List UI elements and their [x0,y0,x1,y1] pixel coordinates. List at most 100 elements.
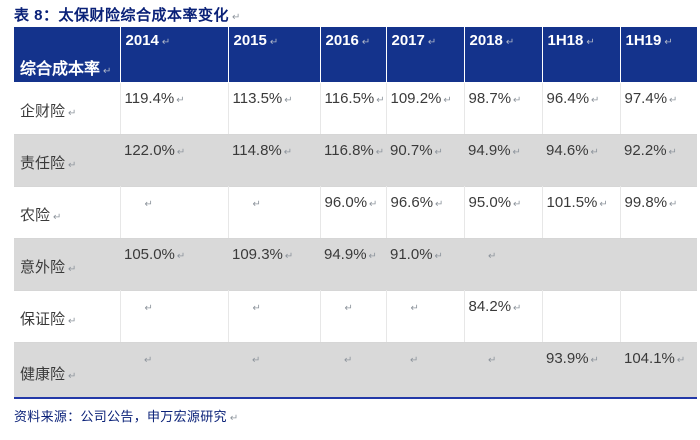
value-cell-2014: ↵ [120,342,228,399]
paragraph-mark-icon: ↵ [410,354,419,366]
paragraph-mark-icon: ↵ [599,198,608,210]
table-row-保证险: 保证险 ↵ ↵ ↵ ↵ ↵ 84.2% ↵ [14,289,697,343]
paragraph-mark-icon: ↵ [252,354,261,366]
source-note-text: 资料来源：公司公告，申万宏源研究 [14,409,227,424]
paragraph-mark-icon: ↵ [513,198,522,210]
combined-ratio-table: 综合成本率 ↵ 2014 ↵ 2015 ↵ 2016 ↵ 2017 ↵ 2018 ↵ 1H18 ↵ 1H19… [14,27,697,399]
table-title-text: 表 8：太保财险综合成本率变化 [14,7,230,24]
ratio-value: 94.6% [546,141,589,159]
paragraph-mark-icon: ↵ [283,146,293,158]
paragraph-mark-icon: ↵ [176,94,185,106]
paragraph-mark-icon: ↵ [513,94,522,106]
paragraph-mark-icon: ↵ [68,107,77,119]
table-row-健康险: 健康险 ↵ ↵ ↵ ↵ ↵ ↵ 93.9% ↵ 104.1% ↵ [14,342,697,399]
paragraph-mark-icon: ↵ [368,250,377,262]
value-cell-1H18: 96.4% ↵ [542,81,621,135]
value-cell-2014: ↵ [120,185,229,239]
header-cell-1h18: 1H18 ↵ [542,27,621,83]
ratio-value: 94.9% [324,245,367,263]
row-label-cell: 企财险 ↵ [14,81,121,135]
paragraph-mark-icon: ↵ [144,354,153,366]
paragraph-mark-icon: ↵ [427,37,437,48]
paragraph-mark-icon: ↵ [669,94,678,106]
paragraph-mark-icon: ↵ [375,146,385,158]
paragraph-mark-icon: ↵ [68,159,77,171]
paragraph-mark-icon: ↵ [53,211,62,223]
header-label: 2014 [125,32,159,49]
header-label: 2016 [325,32,359,49]
paragraph-mark-icon: ↵ [161,37,171,48]
paragraph-mark-icon: ↵ [369,198,378,210]
paragraph-mark-icon: ↵ [505,37,515,48]
paragraph-mark-icon: ↵ [488,250,497,262]
ratio-value: 116.8% [324,141,374,159]
value-cell-2017: 91.0% ↵ [386,238,464,290]
value-cell-2015: 109.3% ↵ [228,238,320,290]
row-label-cell: 责任险 ↵ [14,134,120,186]
value-cell-2014: ↵ [120,289,229,343]
header-cell-2016: 2016 ↵ [320,27,387,83]
paragraph-mark-icon: ↵ [435,198,444,210]
value-cell-1H19: 97.4% ↵ [620,81,697,135]
ratio-value: 114.8% [232,141,282,159]
value-cell-2016: 94.9% ↵ [320,238,386,290]
value-cell-1H18 [542,289,621,343]
value-cell-2015: ↵ [228,289,321,343]
table-row-农险: 农险 ↵ ↵ ↵ 96.0% ↵ 96.6% ↵ 95.0% ↵ 101.5% ↵ 99.8% ↵ [14,185,697,239]
value-cell-2018: ↵ [464,238,542,290]
value-cell-2015: ↵ [228,342,320,399]
ratio-value: 122.0% [124,141,175,159]
row-label-cell: 保证险 ↵ [14,289,121,343]
ratio-value: 97.4% [624,89,668,107]
value-cell-2016: ↵ [320,342,386,399]
header-label: 2015 [233,32,267,49]
value-cell-2018: 95.0% ↵ [464,185,543,239]
ratio-value: 96.4% [546,89,590,107]
paragraph-mark-icon: ↵ [443,94,452,106]
ratio-value: 98.7% [468,89,512,107]
table-row-意外险: 意外险 ↵ 105.0% ↵ 109.3% ↵ 94.9% ↵ 91.0% ↵ ↵ [14,238,697,290]
header-cell-2018: 2018 ↵ [464,27,543,83]
paragraph-mark-icon: ↵ [68,263,77,275]
value-cell-2016: 96.0% ↵ [320,185,387,239]
value-cell-2018: 94.9% ↵ [464,134,542,186]
paragraph-mark-icon: ↵ [103,65,112,77]
paragraph-mark-icon: ↵ [376,94,385,106]
value-cell-1H18: 101.5% ↵ [542,185,621,239]
table-row-企财险: 企财险 ↵ 119.4% ↵ 113.5% ↵ 116.5% ↵ 109.2% ↵ 98.7% ↵ 96… [14,81,697,135]
value-cell-2017: ↵ [386,289,465,343]
paragraph-mark-icon: ↵ [229,413,239,424]
ratio-value: 84.2% [468,297,512,315]
value-cell-2014: 119.4% ↵ [120,81,229,135]
value-cell-2015: 113.5% ↵ [228,81,321,135]
paragraph-mark-icon: ↵ [176,146,186,158]
row-label: 健康险 [20,366,66,383]
paragraph-mark-icon: ↵ [68,371,77,382]
ratio-value: 101.5% [546,193,598,211]
paragraph-mark-icon: ↵ [176,250,186,262]
value-cell-1H19: 92.2% ↵ [620,134,697,186]
value-cell-2014: 122.0% ↵ [120,134,228,186]
ratio-value: 96.0% [324,193,368,211]
value-cell-2016: 116.8% ↵ [320,134,386,186]
row-label-cell: 健康险 ↵ [14,342,120,399]
paragraph-mark-icon: ↵ [434,250,443,262]
paragraph-mark-icon: ↵ [434,146,443,158]
paragraph-mark-icon: ↵ [586,37,595,48]
header-cell-2015: 2015 ↵ [228,27,321,83]
ratio-value: 119.4% [124,89,175,107]
paragraph-mark-icon: ↵ [144,302,153,314]
header-cell-metric: 综合成本率 ↵ [14,27,121,83]
source-note: 资料来源：公司公告，申万宏源研究 ↵ [14,406,700,425]
paragraph-mark-icon: ↵ [284,250,294,262]
ratio-value: 104.1% [624,349,675,367]
value-cell-2015: ↵ [228,185,321,239]
value-cell-2017: 109.2% ↵ [386,81,465,135]
header-cell-2017: 2017 ↵ [386,27,465,83]
value-cell-2018: 98.7% ↵ [464,81,543,135]
header-cell-2014: 2014 ↵ [120,27,229,83]
paragraph-mark-icon: ↵ [513,302,522,314]
ratio-value: 99.8% [624,193,668,211]
ratio-value: 105.0% [124,245,175,263]
value-cell-2017: 96.6% ↵ [386,185,465,239]
